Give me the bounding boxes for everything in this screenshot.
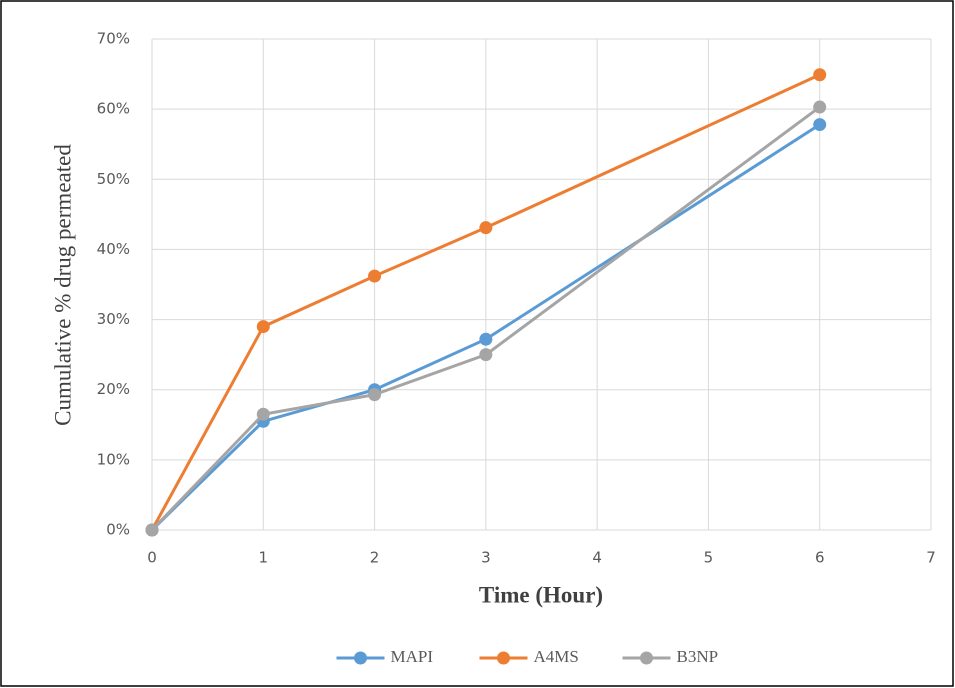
y-tick-label: 60% [97, 100, 130, 118]
legend-marker [640, 651, 653, 665]
data-point [256, 407, 270, 421]
legend-label: A4MS [534, 647, 579, 666]
x-tick-label: 3 [481, 549, 491, 567]
x-tick-label: 2 [370, 549, 380, 567]
y-tick-label: 20% [97, 380, 130, 398]
legend-label: B3NP [677, 647, 719, 666]
data-point [145, 523, 159, 537]
data-point [479, 221, 493, 235]
y-tick-label: 0% [106, 521, 130, 539]
x-tick-label: 0 [147, 549, 157, 567]
legend-marker [497, 651, 510, 665]
data-point [813, 68, 827, 82]
data-point [813, 118, 827, 132]
data-point [479, 332, 493, 346]
x-tick-label: 5 [704, 549, 714, 567]
data-point [368, 388, 382, 402]
x-tick-label: 1 [259, 549, 269, 567]
y-tick-label: 40% [97, 240, 130, 258]
legend-label: MAPI [391, 647, 434, 666]
x-tick-label: 7 [926, 549, 936, 567]
y-tick-label: 70% [97, 30, 130, 48]
x-axis-title: Time (Hour) [479, 582, 603, 607]
x-tick-label: 6 [815, 549, 825, 567]
data-point [368, 269, 382, 283]
y-axis-title: Cumulative % drug permeated [50, 144, 75, 426]
y-tick-label: 30% [97, 310, 130, 328]
data-point [256, 320, 270, 334]
y-tick-label: 10% [97, 450, 130, 468]
x-tick-label: 4 [592, 549, 602, 567]
legend-marker [354, 651, 367, 665]
data-point [479, 348, 493, 362]
data-point [813, 100, 827, 114]
y-tick-label: 50% [97, 170, 130, 188]
